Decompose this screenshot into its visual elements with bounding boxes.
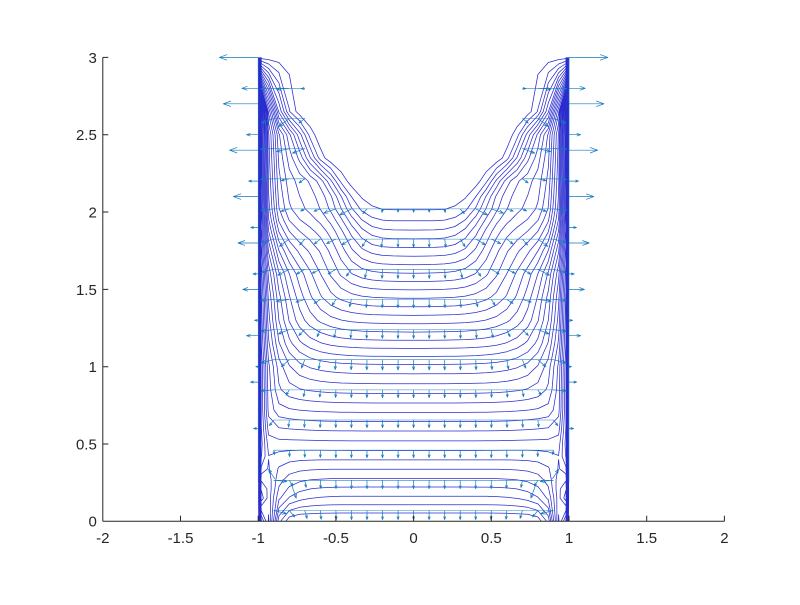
svg-text:1.5: 1.5 <box>76 282 97 299</box>
svg-text:0: 0 <box>88 514 96 531</box>
svg-text:1: 1 <box>88 359 96 376</box>
svg-text:0.5: 0.5 <box>481 530 502 547</box>
svg-text:2: 2 <box>88 204 96 221</box>
svg-text:-1: -1 <box>252 530 265 547</box>
svg-text:3: 3 <box>88 50 96 67</box>
svg-text:1.5: 1.5 <box>636 530 657 547</box>
svg-text:2.5: 2.5 <box>76 127 97 144</box>
svg-text:0.5: 0.5 <box>76 436 97 453</box>
svg-text:-2: -2 <box>96 530 109 547</box>
svg-text:-0.5: -0.5 <box>323 530 349 547</box>
svg-text:-1.5: -1.5 <box>168 530 194 547</box>
svg-text:0: 0 <box>409 530 417 547</box>
svg-text:2: 2 <box>720 530 728 547</box>
svg-text:1: 1 <box>565 530 573 547</box>
